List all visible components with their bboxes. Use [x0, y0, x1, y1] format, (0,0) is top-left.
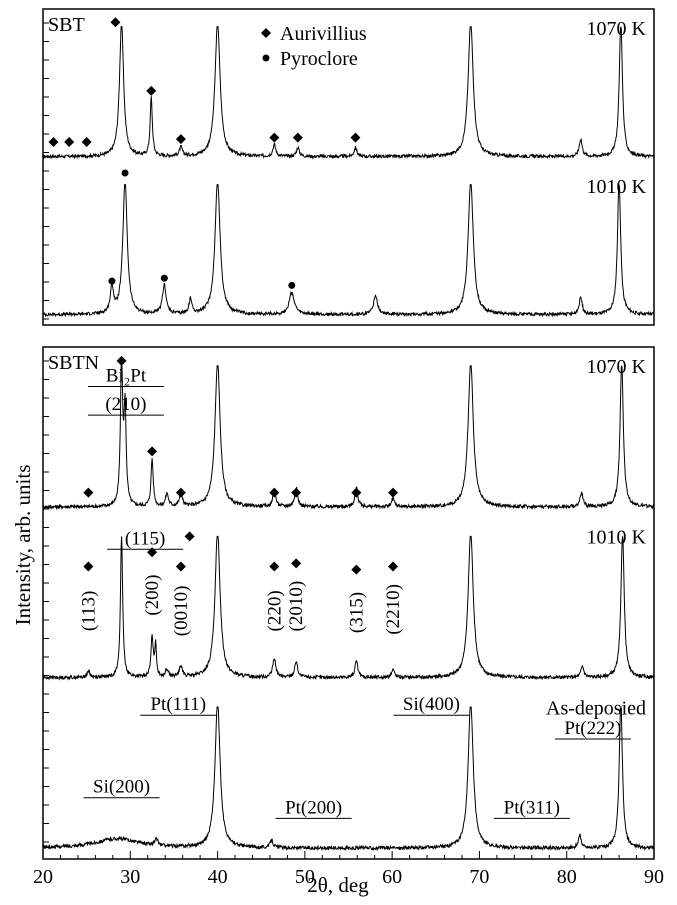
panel-frame — [42, 346, 655, 860]
circle-marker — [288, 281, 296, 289]
peak-annotation: (2210) — [383, 584, 404, 635]
peak-annotation: Si(400) — [403, 694, 460, 715]
legend-circle-icon — [262, 54, 270, 62]
diamond-marker — [269, 487, 280, 498]
diamond-marker — [175, 487, 186, 498]
panel-sbt: SBT Aurivillius Pyroclore 1070 K 1010 K — [42, 8, 655, 326]
peak-annotation: Pt(200) — [285, 797, 342, 818]
x-tick-label: 30 — [120, 866, 140, 888]
peak-annotation: Pt(311) — [504, 797, 560, 818]
legend-diamond-icon — [261, 28, 271, 38]
diamond-marker — [147, 446, 158, 457]
diamond-marker — [83, 561, 94, 572]
spectrum-line — [42, 535, 655, 681]
series-label: 1070 K — [587, 356, 647, 378]
x-axis-label: 2θ, deg — [307, 873, 369, 897]
x-axis: 20 30 40 50 60 70 80 90 — [33, 851, 664, 888]
peak-annotation: (200) — [142, 574, 163, 615]
spectrum-line — [42, 26, 655, 160]
diamond-marker — [269, 132, 280, 143]
circle-marker — [108, 277, 116, 285]
spectrum-line — [42, 705, 655, 852]
diamond-marker — [64, 137, 75, 148]
series-label: 1070 K — [587, 18, 647, 40]
panel-sbtn: SBTN 1070 K Bi₂Pt (210) 1010 K (115) (113) (200… — [42, 346, 655, 860]
peak-annotation: Si(200) — [93, 777, 150, 798]
diamond-marker — [291, 558, 302, 569]
x-tick-label: 70 — [469, 866, 489, 888]
diamond-marker — [110, 17, 121, 28]
panel-frame — [42, 8, 655, 326]
diamond-marker — [350, 132, 361, 143]
series-1070-k: 1070 K — [42, 17, 655, 160]
x-tick-label: 60 — [382, 866, 402, 888]
x-tick-label: 50 — [295, 866, 315, 888]
diamond-marker — [81, 137, 92, 148]
diamond-marker — [175, 134, 186, 145]
x-tick-label: 40 — [208, 866, 228, 888]
peak-annotation: (210) — [105, 394, 146, 415]
diamond-marker — [146, 85, 157, 96]
diamond-marker — [351, 487, 362, 498]
peak-annotation: Pt(111) — [150, 694, 206, 715]
diamond-marker — [292, 132, 303, 143]
spectrum-line — [42, 365, 655, 511]
peak-annotation: (113) — [78, 591, 99, 631]
peak-annotation: (2010) — [286, 581, 307, 632]
series-1010-k: 1010 K — [42, 169, 655, 318]
series-label: 1010 K — [587, 527, 647, 549]
diamond-marker — [269, 561, 280, 572]
diamond-marker — [48, 137, 59, 148]
diamond-marker — [388, 487, 399, 498]
peak-annotation: (0010) — [171, 586, 192, 637]
panel-label: SBT — [48, 14, 85, 36]
peak-annotation: (315) — [346, 592, 367, 633]
peak-annotation: (115) — [125, 528, 165, 549]
legend-entry: Aurivillius — [280, 23, 367, 45]
x-tick-label: 90 — [644, 866, 664, 888]
circle-marker — [121, 169, 129, 177]
diamond-marker — [175, 561, 186, 572]
legend-entry: Pyroclore — [280, 48, 358, 70]
spectrum-line — [42, 184, 655, 318]
series-1070-k: 1070 K Bi₂Pt (210) — [42, 355, 655, 511]
peak-annotation: Bi₂Pt — [106, 366, 147, 387]
circle-marker — [160, 274, 168, 282]
series-label: 1010 K — [587, 176, 647, 198]
diamond-marker — [116, 355, 127, 366]
series-1010-k: 1010 K (115) (113) (200) (0010) (220) (2010) (3… — [42, 527, 655, 681]
peak-annotation: (220) — [264, 590, 285, 631]
x-tick-label: 20 — [33, 866, 53, 888]
y-axis-label: Intensity, arb. units — [11, 465, 35, 626]
diamond-marker — [351, 564, 362, 575]
peak-annotation: Pt(222) — [564, 718, 621, 739]
series-label: As-deposied — [546, 697, 646, 719]
diamond-marker — [184, 531, 195, 542]
panel-label: SBTN — [48, 352, 99, 374]
x-tick-label: 80 — [557, 866, 577, 888]
diamond-marker — [291, 487, 302, 498]
diamond-marker — [83, 487, 94, 498]
series-as-deposied: As-deposied Pt(111) Si(200) Pt(200) Si(400) P… — [42, 694, 655, 852]
diamond-marker — [388, 561, 399, 572]
